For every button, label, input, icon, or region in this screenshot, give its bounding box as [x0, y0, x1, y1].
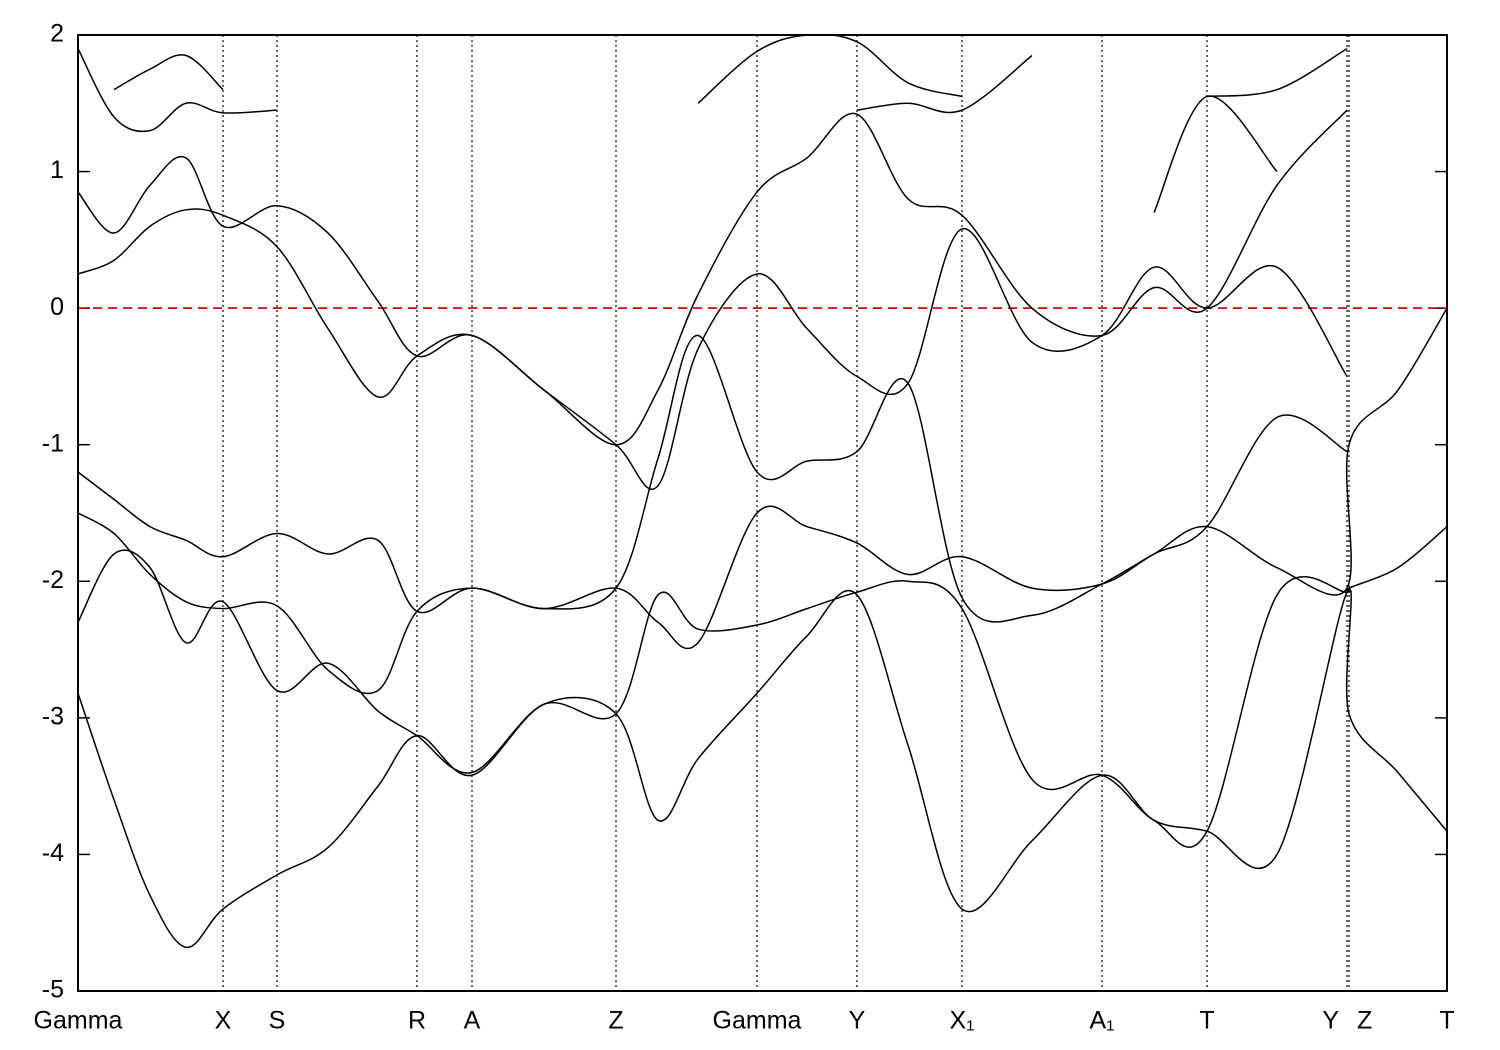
- band-line: [78, 109, 1348, 446]
- band-line: [78, 208, 1348, 490]
- y-tick-label: -3: [42, 702, 64, 730]
- x-tick-label: Y: [1322, 1007, 1339, 1035]
- y-tick-label: -1: [42, 429, 64, 457]
- x-tick-label: S: [269, 1007, 286, 1035]
- band-line: [78, 35, 1348, 133]
- x-tick-label: R: [408, 1007, 426, 1035]
- y-tick-label: 0: [50, 293, 64, 321]
- x-tick-label: Z: [608, 1007, 623, 1035]
- x-tick-label: T: [1439, 1007, 1454, 1035]
- y-tick-label: -5: [42, 976, 64, 1004]
- band-line: [78, 307, 1447, 695]
- plot-frame: [77, 34, 1448, 992]
- x-tick-label: Gamma: [713, 1007, 802, 1035]
- x-tick-label: Y: [849, 1007, 866, 1035]
- x-tick-label: Z: [1357, 1007, 1372, 1035]
- band-line: [113, 54, 1278, 213]
- y-tick-label: 1: [50, 156, 64, 184]
- y-tick-label: 2: [50, 20, 64, 48]
- band-line: [78, 334, 1348, 623]
- x-tick-label: Gamma: [34, 1007, 123, 1035]
- y-tick-label: -4: [42, 839, 64, 867]
- x-tick-label: A: [464, 1007, 481, 1035]
- band-line: [78, 588, 1447, 949]
- x-tick-label: X: [215, 1007, 232, 1035]
- x-tick-label: T: [1199, 1007, 1214, 1035]
- bands: [78, 35, 1447, 949]
- x-tick-label: X₁: [949, 1007, 974, 1035]
- band-line: [78, 526, 1447, 848]
- x-tick-label: A₁: [1089, 1007, 1114, 1035]
- y-tick-label: -2: [42, 566, 64, 594]
